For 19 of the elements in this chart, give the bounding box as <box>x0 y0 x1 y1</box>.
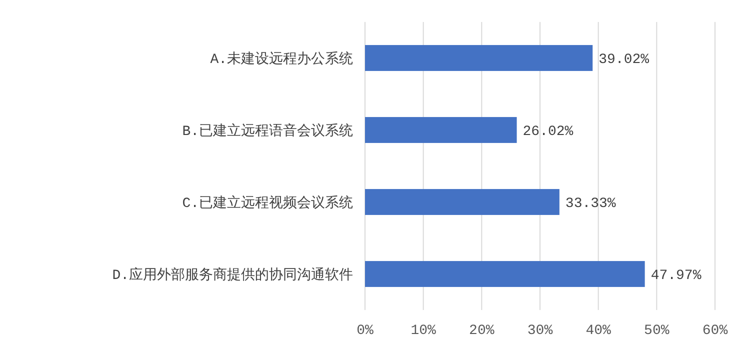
y-tick-label: A.未建设远程办公系统 <box>210 51 353 68</box>
x-tick-label: 0% <box>356 323 374 339</box>
bar <box>365 45 593 71</box>
x-tick-label: 30% <box>527 323 554 339</box>
x-tick-label: 20% <box>469 323 495 339</box>
x-tick-label: 10% <box>410 323 437 339</box>
data-label: 33.33% <box>565 196 616 212</box>
x-tick-label: 50% <box>644 323 670 339</box>
bar <box>365 261 645 287</box>
x-tick-label: 60% <box>702 323 728 339</box>
data-label: 47.97% <box>650 268 702 284</box>
y-tick-label: D.应用外部服务商提供的协同沟通软件 <box>112 267 353 284</box>
x-tick-label: 40% <box>586 323 612 339</box>
y-tick-label: C.已建立远程视频会议系统 <box>182 195 353 212</box>
bar <box>365 189 560 215</box>
bar <box>365 117 517 143</box>
y-tick-label: B.已建立远程语音会议系统 <box>182 123 353 140</box>
data-label: 26.02% <box>522 124 574 140</box>
data-label: 39.02% <box>598 52 650 68</box>
